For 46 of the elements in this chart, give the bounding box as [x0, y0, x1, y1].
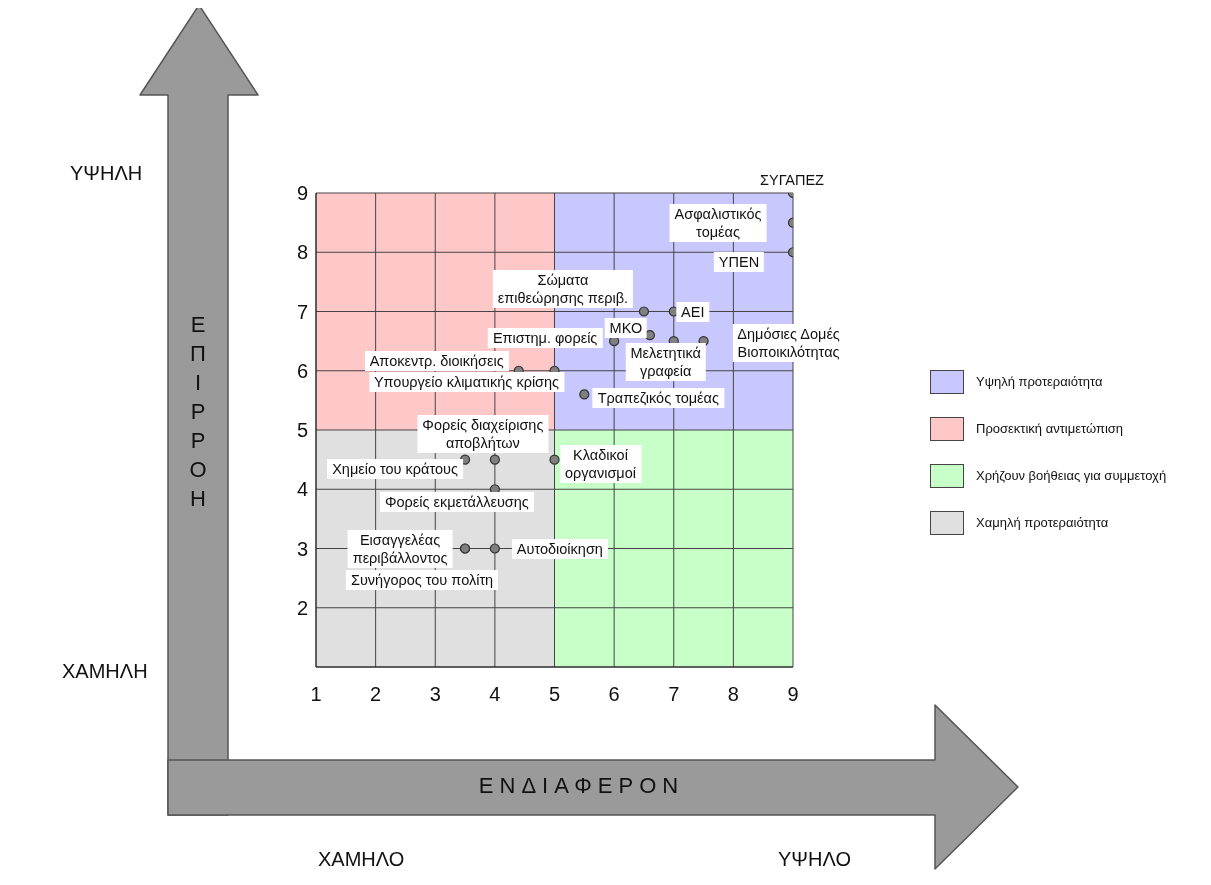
y-tick-label: 3: [296, 537, 308, 560]
x-tick-label: 9: [787, 683, 799, 706]
text: ΥΨΗΛΗ: [70, 162, 143, 185]
annotation: Τραπεζικός τομέας: [597, 389, 719, 408]
x-tick-label: 8: [727, 683, 739, 706]
annotation: Φορείς διαχείρισης αποβλήτων: [422, 415, 544, 452]
x-tick-label: 5: [548, 683, 561, 706]
annotation: Υπουργείο κλιματικής κρίσης: [373, 372, 560, 391]
x-tick-label: 3: [429, 683, 441, 706]
text: ΥΨΗΛΟ: [778, 848, 851, 871]
x-tick-label: 4: [489, 683, 501, 706]
annotation: Αυτοδιοίκηση: [516, 539, 603, 558]
x-tick-label: 2: [370, 683, 382, 706]
y-axis-title: ΕΠΙΡΡΟΗ: [188, 311, 208, 513]
annotation: Ασφαλιστικός τομέας: [674, 204, 762, 241]
annotation: Εισαγγελέας περιβάλλοντος: [352, 530, 448, 567]
annotation: ΑΕΙ: [681, 302, 705, 321]
annotation: Φορείς εκμετάλλευσης: [384, 493, 529, 512]
annotation: Κλαδικοί οργανισμοί: [564, 445, 637, 482]
annotation: ΣΥΓΑΠΕΖ: [760, 171, 824, 189]
annotation: Αποκεντρ. διοικήσεις: [369, 351, 504, 370]
legend-label: Προσεκτική αντιμετώπιση: [976, 421, 1124, 436]
text: ΧΑΜΗΛΗ: [62, 660, 148, 683]
y-tick-label: 2: [296, 596, 308, 619]
annotation: Χημείο του κράτους: [332, 459, 458, 478]
annotation: ΥΠΕΝ: [718, 253, 760, 272]
legend-label: Υψηλή προτεραιότητα: [976, 374, 1103, 389]
annotation: Σώματα επιθεώρησης περιβ.: [497, 270, 629, 307]
x-tick-label: 6: [608, 683, 620, 706]
y-tick-label: 4: [296, 478, 308, 501]
y-tick-label: 8: [296, 241, 308, 264]
text: Χρήζουν βοήθειας για συμμετοχή: [976, 468, 1167, 483]
text: ΧΑΜΗΛΟ: [318, 848, 405, 871]
annotation: Δημόσιες Δομές Βιοποικιλότητας: [737, 325, 840, 362]
y-tick-label: 7: [296, 300, 308, 323]
annotation: Συνήγορος του πολίτη: [350, 570, 494, 589]
annotation: Επιστημ. φορείς: [492, 329, 598, 348]
x-axis-title: ΕΝΔΙΑΦΕΡΟΝ: [477, 773, 686, 799]
x-tick-label: 1: [310, 683, 322, 706]
annotation: Μελετητικά γραφεία: [630, 344, 701, 381]
y-tick-label: 6: [296, 359, 308, 382]
annotation: ΜΚΟ: [609, 319, 643, 338]
y-tick-label: 9: [296, 182, 308, 205]
x-tick-label: 7: [668, 683, 680, 706]
legend-label: Χαμηλή προτεραιότητα: [976, 515, 1109, 530]
y-tick-label: 5: [296, 419, 308, 442]
